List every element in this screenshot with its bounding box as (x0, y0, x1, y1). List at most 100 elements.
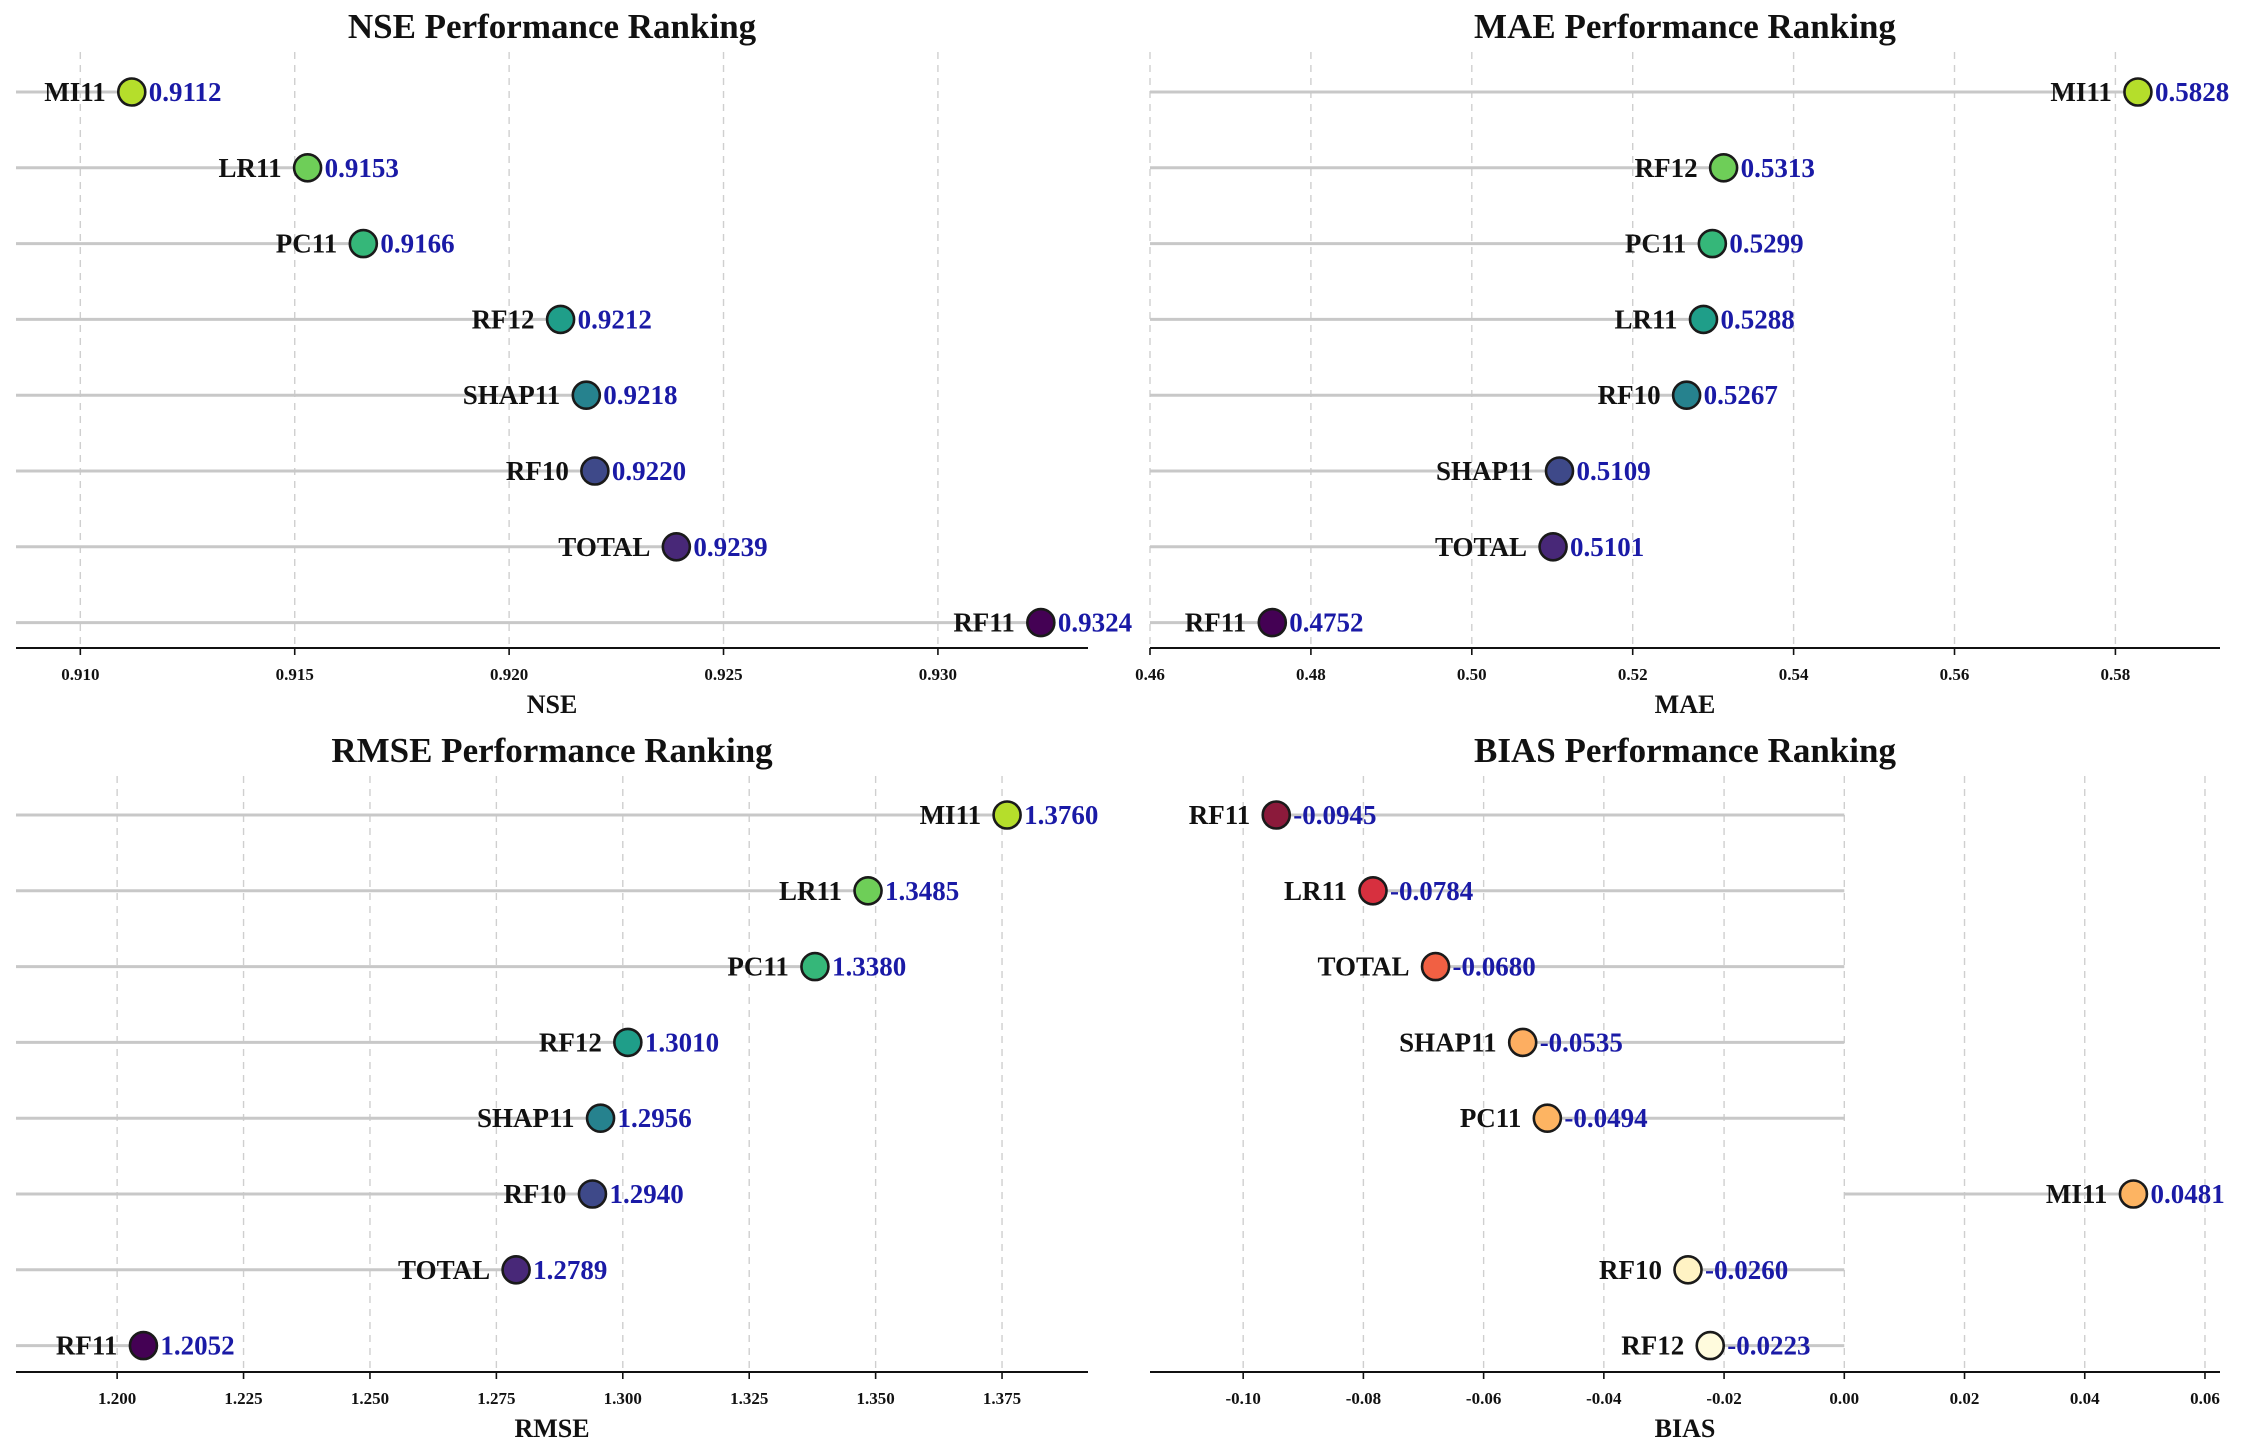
bias-value-label-shap11: -0.0535 (1540, 1027, 1623, 1057)
rmse-point-total (501, 1255, 531, 1285)
nse-model-label-rf10: RF10 (506, 456, 569, 486)
nse-x-tick-label: 0.915 (276, 665, 314, 684)
rmse-point-rf11 (128, 1330, 159, 1361)
nse-model-label-mi11: MI11 (44, 77, 106, 107)
mae-x-tick-label: 0.52 (1618, 665, 1648, 684)
rmse-point-pc11 (800, 951, 830, 982)
bias-x-tick-label: 0.02 (1950, 1389, 1980, 1408)
bias-value-label-rf12: -0.0223 (1727, 1331, 1810, 1361)
mae-point-total (1538, 531, 1568, 562)
bias-point-rf12 (1695, 1330, 1726, 1361)
rmse-value-label-rf11: 1.2052 (160, 1331, 234, 1361)
rmse-x-tick-label: 1.225 (224, 1389, 262, 1408)
nse-value-label-rf10: 0.9220 (612, 456, 686, 486)
bias-model-label-lr11: LR11 (1284, 876, 1347, 906)
nse-point-shap11 (571, 380, 602, 411)
mae-point-rf12 (1708, 153, 1739, 183)
nse-x-axis-label: NSE (527, 690, 578, 719)
bias-x-tick-label: 0.00 (1829, 1389, 1859, 1408)
bias-x-axis-label: BIAS (1655, 1414, 1716, 1443)
rmse-value-label-rf10: 1.2940 (609, 1179, 683, 1209)
rmse-model-label-rf12: RF12 (539, 1027, 602, 1057)
bias-x-tick-label: -0.06 (1466, 1389, 1501, 1408)
bias-model-label-rf11: RF11 (1189, 800, 1251, 830)
nse-value-label-pc11: 0.9166 (380, 229, 454, 259)
mae-value-label-lr11: 0.5288 (1721, 304, 1795, 334)
nse-value-label-mi11: 0.9112 (149, 77, 222, 107)
mae-x-tick-label: 0.56 (1940, 665, 1970, 684)
bias-model-label-pc11: PC11 (1460, 1103, 1522, 1133)
mae-point-lr11 (1688, 304, 1719, 335)
bias-chart: BIAS Performance Ranking BIAS -0.10 -0.08… (1150, 731, 2225, 1443)
mae-model-label-pc11: PC11 (1625, 229, 1687, 259)
bias-model-label-rf12: RF12 (1621, 1331, 1684, 1361)
mae-x-axis-label: MAE (1655, 690, 1716, 719)
rmse-model-label-total: TOTAL (398, 1255, 490, 1285)
nse-model-label-total: TOTAL (558, 532, 650, 562)
rmse-x-axis-label: RMSE (514, 1414, 589, 1443)
bias-value-label-lr11: -0.0784 (1390, 876, 1473, 906)
nse-value-label-total: 0.9239 (693, 532, 767, 562)
nse-point-rf11 (1026, 607, 1056, 638)
rmse-x-tick-label: 1.200 (98, 1389, 136, 1408)
bias-x-tick-label: -0.10 (1225, 1389, 1260, 1408)
nse-point-rf12 (545, 304, 576, 335)
rmse-model-label-pc11: PC11 (727, 952, 789, 982)
mae-value-label-rf10: 0.5267 (1704, 380, 1778, 410)
mae-value-label-total: 0.5101 (1570, 532, 1644, 562)
mae-value-label-rf11: 0.4752 (1289, 608, 1363, 638)
nse-model-label-rf11: RF11 (953, 608, 1015, 638)
nse-value-label-rf11: 0.9324 (1058, 608, 1132, 638)
mae-point-rf11 (1257, 607, 1288, 638)
nse-point-rf10 (580, 456, 610, 486)
mae-point-pc11 (1697, 228, 1728, 259)
nse-point-mi11 (116, 77, 147, 107)
bias-value-label-rf11: -0.0945 (1293, 800, 1376, 830)
mae-x-tick-label: 0.46 (1135, 665, 1165, 684)
rmse-value-label-pc11: 1.3380 (832, 952, 906, 982)
bias-point-shap11 (1507, 1027, 1538, 1058)
nse-x-tick-label: 0.910 (61, 665, 99, 684)
rmse-chart: RMSE Performance Ranking RMSE 1.200 1.225… (16, 731, 1098, 1443)
rmse-x-tick-label: 1.350 (856, 1389, 894, 1408)
rmse-model-label-lr11: LR11 (779, 876, 842, 906)
bias-model-label-mi11: MI11 (2046, 1179, 2108, 1209)
nse-x-tick-label: 0.930 (919, 665, 957, 684)
mae-model-label-rf12: RF12 (1635, 153, 1698, 183)
bias-value-label-pc11: -0.0494 (1564, 1103, 1647, 1133)
nse-model-label-rf12: RF12 (472, 304, 535, 334)
mae-chart-title: MAE Performance Ranking (1474, 7, 1896, 46)
mae-model-label-lr11: LR11 (1614, 304, 1677, 334)
mae-value-label-pc11: 0.5299 (1729, 229, 1803, 259)
mae-point-rf10 (1671, 380, 1702, 411)
rmse-x-tick-label: 1.300 (604, 1389, 642, 1408)
rmse-x-tick-label: 1.325 (730, 1389, 768, 1408)
mae-model-label-shap11: SHAP11 (1436, 456, 1534, 486)
rmse-model-label-mi11: MI11 (920, 800, 982, 830)
nse-point-lr11 (292, 153, 323, 183)
bias-value-label-mi11: 0.0481 (2150, 1179, 2224, 1209)
mae-value-label-rf12: 0.5313 (1741, 153, 1815, 183)
nse-model-label-lr11: LR11 (219, 153, 282, 183)
nse-x-tick-label: 0.925 (704, 665, 742, 684)
mae-x-tick-label: 0.54 (1779, 665, 1809, 684)
mae-model-label-mi11: MI11 (2050, 77, 2112, 107)
bias-x-tick-label: 0.04 (2070, 1389, 2100, 1408)
bias-model-label-rf10: RF10 (1599, 1255, 1662, 1285)
rmse-chart-title: RMSE Performance Ranking (331, 731, 773, 770)
rmse-point-rf10 (577, 1179, 608, 1209)
bias-point-mi11 (2118, 1179, 2149, 1209)
rmse-model-label-shap11: SHAP11 (477, 1103, 575, 1133)
mae-x-tick-label: 0.50 (1457, 665, 1487, 684)
nse-point-pc11 (348, 228, 379, 259)
nse-point-total (661, 531, 692, 562)
rmse-x-tick-label: 1.375 (983, 1389, 1021, 1408)
mae-model-label-rf11: RF11 (1185, 608, 1247, 638)
nse-value-label-rf12: 0.9212 (578, 304, 652, 334)
mae-x-tick-label: 0.58 (2101, 665, 2131, 684)
mae-x-tick-label: 0.48 (1296, 665, 1326, 684)
rmse-model-label-rf10: RF10 (503, 1179, 566, 1209)
nse-model-label-shap11: SHAP11 (463, 380, 561, 410)
rmse-x-tick-label: 1.275 (477, 1389, 515, 1408)
